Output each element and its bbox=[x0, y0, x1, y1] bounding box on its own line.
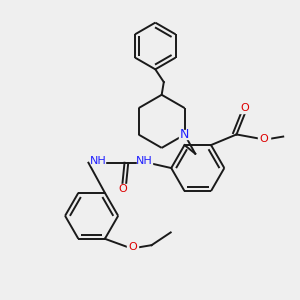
Text: NH: NH bbox=[90, 156, 106, 166]
Bar bbox=[137, 156, 152, 165]
Bar bbox=[117, 184, 128, 194]
Text: O: O bbox=[260, 134, 268, 144]
Bar bbox=[91, 156, 105, 165]
Bar bbox=[258, 134, 270, 143]
Bar bbox=[179, 130, 190, 140]
Bar bbox=[127, 242, 138, 252]
Text: N: N bbox=[180, 128, 189, 141]
Bar bbox=[239, 103, 251, 113]
Text: O: O bbox=[241, 103, 249, 113]
Text: O: O bbox=[118, 184, 127, 194]
Text: NH: NH bbox=[136, 156, 153, 166]
Text: O: O bbox=[128, 242, 137, 252]
